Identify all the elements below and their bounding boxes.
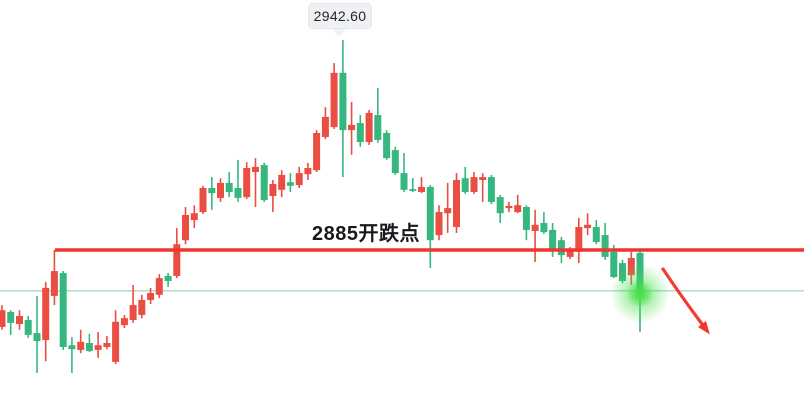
price-flag: 2942.60 (308, 3, 372, 29)
price-flag-pointer-icon (332, 29, 346, 37)
price-flag-text: 2942.60 (313, 8, 367, 24)
glow-highlight-core (626, 279, 654, 308)
candles (0, 40, 644, 373)
breakdown-level-label: 2885开跌点 (312, 223, 420, 245)
down-arrow-icon (661, 267, 710, 335)
